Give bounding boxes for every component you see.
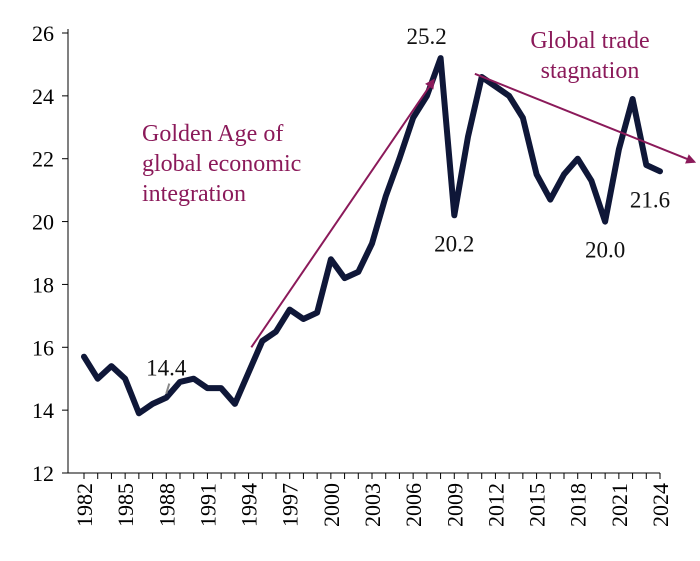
y-tick-label: 24 [32, 84, 54, 109]
annotation-arrow [250, 78, 435, 348]
x-tick-label: 2003 [360, 483, 385, 527]
x-tick-label: 1985 [113, 483, 138, 527]
annotation-line: stagnation [541, 58, 640, 84]
annotation-line: Global trade [530, 28, 649, 54]
y-tick-label: 20 [32, 210, 54, 235]
x-tick-label: 2021 [607, 483, 632, 527]
data-label: 25.2 [406, 24, 446, 49]
data-label-leader [165, 383, 171, 394]
y-tick-label: 14 [32, 398, 54, 423]
series-layer [81, 55, 663, 417]
y-tick-label: 16 [32, 335, 54, 360]
annotation-line: integration [142, 181, 246, 207]
annotation-line: Golden Age of [142, 121, 283, 147]
x-tick-label: 2018 [566, 483, 591, 527]
y-axis-ticks: 12 14 16 18 20 22 24 26 [32, 21, 68, 486]
data-label: 21.6 [630, 187, 670, 212]
y-tick-label: 26 [32, 21, 54, 46]
x-tick-label: 1988 [154, 483, 179, 527]
data-label: 20.0 [585, 238, 625, 263]
x-tick-label: 2009 [442, 483, 467, 527]
y-tick-label: 18 [32, 272, 54, 297]
axes [67, 29, 660, 474]
x-axis-ticks: 1982 1985 1988 1991 1994 1997 2000 2003 2006 2009… [72, 473, 673, 527]
data-labels: 14.4 25.2 20.2 20.0 21.6 [146, 24, 670, 394]
x-tick-label: 1991 [195, 483, 220, 527]
x-tick-label: 2024 [648, 483, 673, 527]
annotation-arrow [474, 72, 697, 164]
data-label: 20.2 [434, 231, 474, 256]
x-tick-label: 2012 [483, 483, 508, 527]
y-tick-label: 12 [32, 461, 54, 486]
x-tick-label: 2000 [319, 483, 344, 527]
x-tick-label: 1997 [278, 483, 303, 527]
series-line [81, 55, 663, 417]
x-tick-label: 2015 [525, 483, 550, 527]
x-tick-label: 1994 [237, 483, 262, 527]
x-tick-label: 2006 [401, 483, 426, 527]
annotation-text: Global trade stagnation [530, 28, 649, 84]
annotations-layer: Golden Age of global economic integrationG… [142, 28, 697, 348]
annotation-text: Golden Age of global economic integration [142, 121, 301, 207]
data-label: 14.4 [146, 356, 187, 381]
y-tick-label: 22 [32, 147, 54, 172]
x-tick-label: 1982 [72, 483, 97, 527]
annotation-line: global economic [142, 151, 301, 177]
